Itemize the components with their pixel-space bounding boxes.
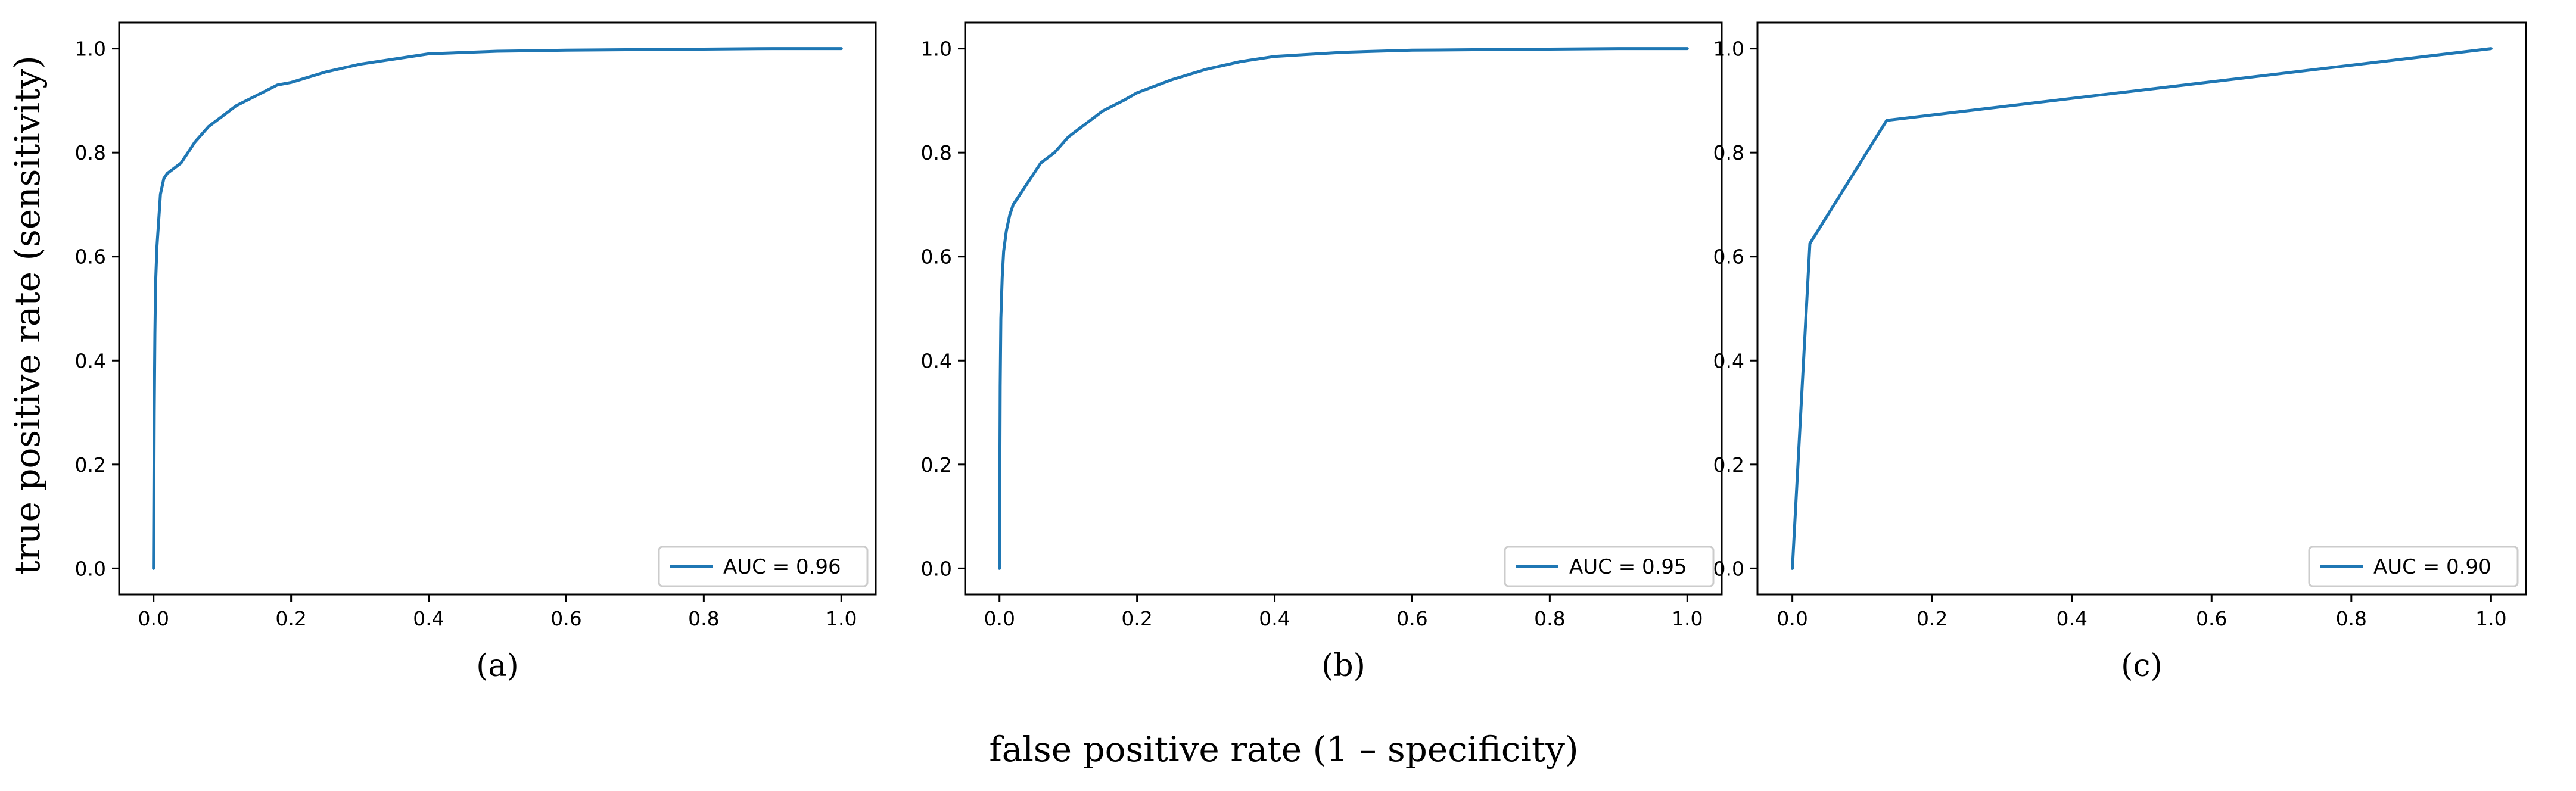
x-tick-label: 0.4 [2056, 607, 2087, 630]
y-tick-label: 1.0 [1713, 38, 1744, 61]
x-tick-label: 0.6 [2196, 607, 2227, 630]
y-tick-label: 0.2 [75, 453, 106, 477]
x-tick-label: 0.4 [1259, 607, 1290, 630]
panel-label: (c) [2121, 648, 2163, 684]
y-tick-label: 0.4 [1713, 349, 1744, 372]
x-tick-label: 0.0 [138, 607, 169, 630]
y-tick-label: 0.2 [921, 453, 952, 477]
legend-entry: AUC = 0.95 [1569, 555, 1687, 579]
y-tick-label: 0.4 [75, 349, 106, 372]
plot-frame [118, 21, 877, 596]
roc-curve-series [152, 47, 843, 570]
y-tick-label: 0.2 [1713, 453, 1744, 477]
y-tick-label: 0.8 [75, 141, 106, 164]
roc-panel-1: 0.0 0.2 0.4 0.6 0.8 1.0 0.0 0.2 0.4 0.6 0.8 1.0 AUC … [75, 21, 877, 684]
x-tick-label: 0.0 [1777, 607, 1807, 630]
x-axis-title: false positive rate (1 – specificity) [989, 729, 1578, 770]
x-tick-label: 1.0 [1672, 607, 1703, 630]
y-tick-label: 0.0 [1713, 557, 1744, 580]
y-tick-label: 0.4 [921, 349, 952, 372]
x-tick-label: 0.2 [275, 607, 306, 630]
x-tick-label: 0.6 [550, 607, 581, 630]
y-tick-label: 0.6 [75, 245, 106, 269]
roc-panel-2: 0.0 0.2 0.4 0.6 0.8 1.0 0.0 0.2 0.4 0.6 0.8 1.0 AUC … [921, 21, 1723, 684]
panel-label: (a) [476, 648, 519, 684]
legend: AUC = 0.96 [658, 546, 869, 587]
plot-frame [1756, 21, 2527, 596]
y-tick-label: 0.0 [75, 557, 106, 580]
legend-box [2308, 546, 2519, 587]
legend-box [1504, 546, 1715, 587]
panel-label: (b) [1321, 648, 1365, 684]
y-tick-label: 1.0 [921, 38, 952, 61]
legend-box [658, 546, 869, 587]
legend: AUC = 0.95 [1504, 546, 1715, 587]
y-tick-label: 0.0 [921, 557, 952, 580]
x-tick-label: 1.0 [2475, 607, 2506, 630]
roc-curve-series [1791, 47, 2493, 570]
x-tick-label: 0.6 [1396, 607, 1427, 630]
roc-panels: 0.0 0.2 0.4 0.6 0.8 1.0 0.0 0.2 0.4 0.6 0.8 1.0 AUC … [75, 21, 2527, 684]
legend-entry: AUC = 0.96 [723, 555, 841, 579]
x-tick-label: 0.8 [1534, 607, 1565, 630]
y-tick-label: 1.0 [75, 38, 106, 61]
y-tick-label: 0.8 [1713, 141, 1744, 164]
legend-entry: AUC = 0.90 [2373, 555, 2491, 579]
roc-curve-series [998, 47, 1689, 570]
x-tick-label: 0.2 [1917, 607, 1947, 630]
legend: AUC = 0.90 [2308, 546, 2519, 587]
x-tick-label: 0.4 [413, 607, 444, 630]
y-axis-title: true positive rate (sensitivity) [7, 55, 48, 575]
plot-frame [964, 21, 1723, 596]
x-tick-label: 0.0 [984, 607, 1015, 630]
x-tick-label: 0.8 [2336, 607, 2367, 630]
y-tick-label: 0.8 [921, 141, 952, 164]
y-tick-label: 0.6 [921, 245, 952, 269]
x-tick-label: 0.2 [1121, 607, 1152, 630]
x-tick-label: 1.0 [826, 607, 857, 630]
roc-panel-3: 0.0 0.2 0.4 0.6 0.8 1.0 0.0 0.2 0.4 0.6 0.8 1.0 AUC … [1713, 21, 2527, 684]
y-tick-label: 0.6 [1713, 245, 1744, 269]
x-tick-label: 0.8 [688, 607, 719, 630]
